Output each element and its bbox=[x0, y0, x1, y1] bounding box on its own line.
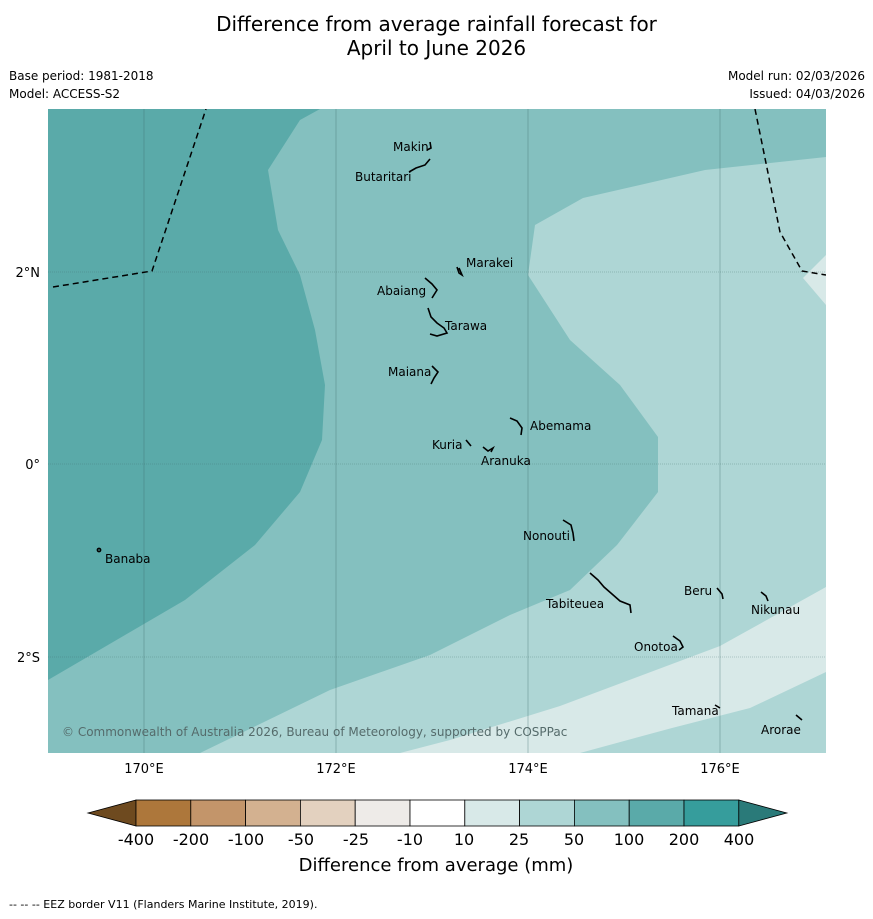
maiana-outline bbox=[430, 365, 440, 385]
butaritari-outline bbox=[408, 158, 431, 173]
colorbar-swatch bbox=[135, 799, 192, 827]
banaba-outline bbox=[96, 547, 102, 553]
colorbar-swatch bbox=[628, 799, 685, 827]
arorae-outline bbox=[795, 714, 803, 721]
abaiang-outline bbox=[424, 277, 438, 299]
cbar-label: 400 bbox=[724, 830, 755, 849]
island-label-abaiang: Abaiang bbox=[377, 284, 426, 298]
island-outlines bbox=[96, 141, 803, 721]
eez-border-east bbox=[754, 109, 826, 276]
island-label-maiana: Maiana bbox=[388, 365, 431, 379]
map-title: Difference from average rainfall forecas… bbox=[0, 12, 873, 60]
meta-right: Model run: 02/03/2026 Issued: 04/03/2026 bbox=[728, 67, 865, 103]
tabiteuea-outline bbox=[589, 572, 632, 614]
cbar-label: -10 bbox=[397, 830, 423, 849]
island-label-arorae: Arorae bbox=[761, 723, 801, 737]
title-line-2: April to June 2026 bbox=[346, 36, 527, 60]
makin-outline bbox=[426, 141, 432, 151]
nikunau-outline bbox=[760, 591, 769, 602]
title-line-1: Difference from average rainfall forecas… bbox=[216, 12, 657, 36]
rainfall-shading bbox=[48, 109, 826, 753]
island-label-marakei: Marakei bbox=[466, 256, 513, 270]
island-label-nonouti: Nonouti bbox=[523, 529, 570, 543]
colorbar bbox=[86, 799, 789, 827]
cbar-label: -25 bbox=[343, 830, 369, 849]
cbar-label: 100 bbox=[614, 830, 645, 849]
copyright-notice: © Commonwealth of Australia 2026, Bureau… bbox=[62, 725, 567, 739]
colorbar-swatch bbox=[519, 799, 575, 827]
colorbar-swatch bbox=[574, 799, 630, 827]
tarawa-outline bbox=[427, 307, 449, 337]
island-label-abemama: Abemama bbox=[530, 419, 591, 433]
island-label-tabiteuea: Tabiteuea bbox=[545, 597, 604, 611]
colorbar-swatch bbox=[190, 799, 247, 827]
colorbar-swatch bbox=[464, 799, 520, 827]
tamana-outline bbox=[714, 704, 721, 709]
beru-outline bbox=[716, 587, 724, 600]
lon-label-174e: 174°E bbox=[508, 762, 548, 777]
meta-left: Base period: 1981-2018 Model: ACCESS-S2 bbox=[9, 67, 154, 103]
island-label-tamana: Tamana bbox=[671, 704, 719, 718]
eez-border bbox=[52, 109, 826, 288]
abemama-outline bbox=[509, 417, 523, 436]
lat-label-2n: 2°N bbox=[16, 266, 41, 281]
longitude-labels: 170°E 172°E 174°E 176°E bbox=[124, 762, 740, 777]
lon-label-170e: 170°E bbox=[124, 762, 164, 777]
lon-label-172e: 172°E bbox=[316, 762, 356, 777]
colorbar-swatch bbox=[683, 799, 740, 827]
lat-label-2s: 2°S bbox=[17, 651, 40, 666]
graticule bbox=[48, 109, 826, 753]
island-labels: Makin Butaritari Marakei Abaiang Tarawa … bbox=[105, 140, 801, 737]
band-100-200 bbox=[48, 109, 325, 680]
lon-label-176e: 176°E bbox=[700, 762, 740, 777]
island-label-beru: Beru bbox=[684, 584, 712, 598]
island-label-onotoa: Onotoa bbox=[634, 640, 678, 654]
colorbar-swatch bbox=[409, 799, 466, 827]
cbar-label: 25 bbox=[509, 830, 529, 849]
band-10-25-east bbox=[803, 255, 826, 305]
aranuka-outline bbox=[482, 445, 495, 453]
island-label-butaritari: Butaritari bbox=[355, 170, 412, 184]
model-name: Model: ACCESS-S2 bbox=[9, 87, 121, 101]
colorbar-extend-high bbox=[738, 799, 789, 827]
marakei-outline bbox=[456, 266, 464, 278]
island-label-kuria: Kuria bbox=[432, 438, 463, 452]
colorbar-title: Difference from average (mm) bbox=[299, 855, 574, 876]
nonouti-outline bbox=[562, 519, 575, 542]
lat-label-0: 0° bbox=[25, 458, 40, 473]
cbar-label: 200 bbox=[669, 830, 700, 849]
colorbar-extend-low bbox=[86, 799, 137, 827]
model-run: Model run: 02/03/2026 bbox=[727, 69, 865, 83]
cbar-label: -200 bbox=[173, 830, 209, 849]
island-label-tarawa: Tarawa bbox=[444, 319, 487, 333]
base-period: Base period: 1981-2018 bbox=[9, 69, 154, 83]
colorbar-swatch bbox=[245, 799, 301, 827]
cbar-label: 50 bbox=[564, 830, 584, 849]
island-label-nikunau: Nikunau bbox=[751, 603, 800, 617]
island-label-aranuka: Aranuka bbox=[481, 454, 531, 468]
issued-date: Issued: 04/03/2026 bbox=[749, 87, 865, 101]
band-10-25-south bbox=[400, 587, 826, 753]
colorbar-swatch bbox=[299, 799, 356, 827]
kuria-outline bbox=[465, 439, 472, 447]
cbar-label: -400 bbox=[118, 830, 154, 849]
cbar-label: -100 bbox=[228, 830, 264, 849]
colorbar-tick-labels: -400 -200 -100 -50 -25 -10 10 25 50 100 … bbox=[118, 830, 754, 849]
eez-footnote: -- -- -- EEZ border V11 (Flanders Marine… bbox=[9, 898, 318, 911]
onotoa-outline bbox=[672, 635, 685, 651]
colorbar-swatch bbox=[354, 799, 411, 827]
cbar-label: 10 bbox=[454, 830, 474, 849]
eez-border-west bbox=[52, 109, 207, 288]
island-label-makin: Makin bbox=[393, 140, 429, 154]
cbar-label: -50 bbox=[288, 830, 314, 849]
island-label-banaba: Banaba bbox=[105, 552, 151, 566]
latitude-labels: 2°N 0° 2°S bbox=[16, 266, 41, 666]
